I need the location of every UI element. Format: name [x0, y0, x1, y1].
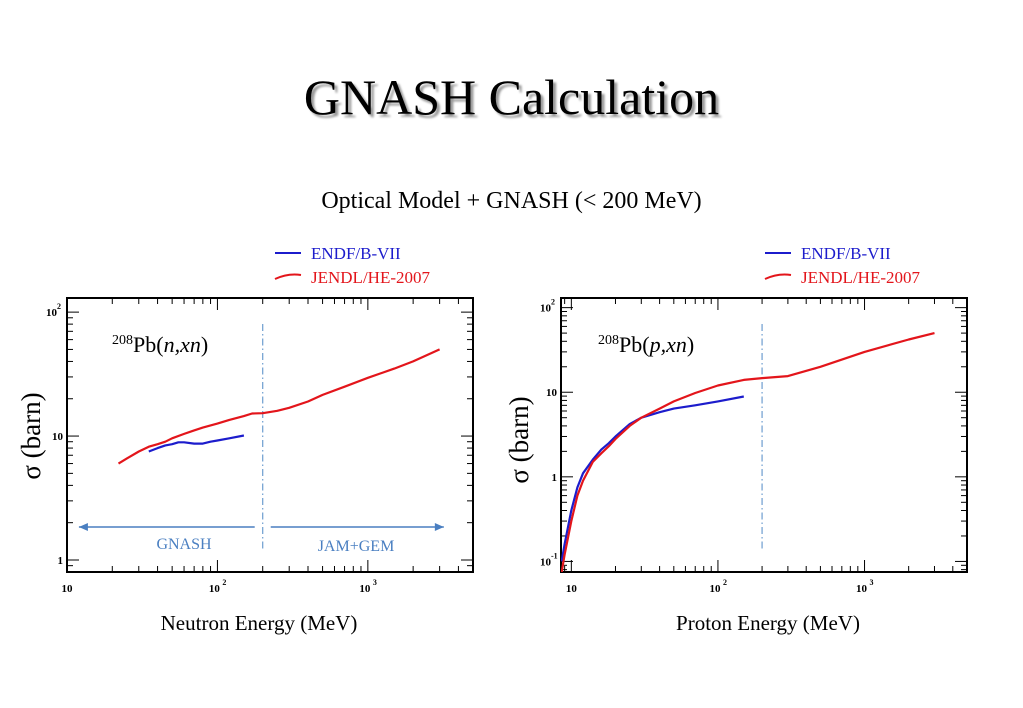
- x-tick-exponent: 3: [373, 578, 377, 587]
- legend-label-endf: ENDF/B-VII: [801, 244, 891, 263]
- series-line-endf: [561, 395, 745, 562]
- y-tick-exponent: -1: [551, 551, 558, 560]
- series-line-jendl: [561, 332, 935, 572]
- y-tick-label: 10: [46, 307, 58, 319]
- legend-swatch-jendl: [764, 273, 792, 280]
- legend-swatch-jendl: [274, 273, 302, 280]
- x-tick-exponent: 3: [870, 578, 874, 587]
- y-axis-title: σ (barn): [16, 392, 46, 479]
- region-arrowhead: [78, 523, 88, 531]
- y-tick-exponent: 2: [551, 298, 555, 307]
- legend-label-jendl: JENDL/HE-2007: [801, 268, 920, 287]
- plot-frame: [560, 297, 968, 573]
- x-tick-label: 10: [709, 583, 721, 595]
- reaction-label: 208Pb(p,xn): [598, 332, 694, 357]
- x-tick-label: 10: [856, 583, 868, 595]
- x-tick-label: 10: [62, 583, 74, 595]
- x-tick-label: 10: [566, 583, 578, 595]
- slide-subtitle: Optical Model + GNASH (< 200 MeV): [321, 188, 702, 214]
- x-tick-exponent: 2: [723, 578, 727, 587]
- region-label-gnash: GNASH: [156, 536, 212, 553]
- y-axis-title: σ (barn): [504, 396, 534, 483]
- x-tick-exponent: 2: [222, 578, 226, 587]
- x-axis-title: Proton Energy (MeV): [676, 611, 860, 635]
- slide-title: GNASH Calculation: [303, 69, 720, 125]
- y-tick-label: 1: [552, 472, 558, 484]
- series-line-jendl: [117, 348, 441, 465]
- y-tick-label: 10: [546, 387, 558, 399]
- y-tick-label: 10: [52, 431, 64, 443]
- y-tick-label: 10: [540, 303, 552, 315]
- region-label-jam-gem: JAM+GEM: [318, 538, 395, 555]
- series-line-endf: [148, 434, 245, 453]
- legend-label-jendl: JENDL/HE-2007: [311, 268, 430, 287]
- x-axis-title: Neutron Energy (MeV): [161, 611, 358, 635]
- legend-label-endf: ENDF/B-VII: [311, 244, 401, 263]
- plot-frame: [66, 297, 474, 573]
- y-tick-label: 10: [540, 556, 552, 568]
- x-tick-label: 10: [209, 583, 221, 595]
- y-tick-exponent: 2: [57, 302, 61, 311]
- y-tick-label: 1: [58, 555, 64, 567]
- x-tick-label: 10: [359, 583, 371, 595]
- reaction-label: 208Pb(n,xn): [112, 332, 208, 357]
- region-arrowhead: [434, 523, 444, 531]
- chart-proton: 10 10210310-1110102ENDF/B-VIIJENDL/HE-200…: [504, 244, 968, 635]
